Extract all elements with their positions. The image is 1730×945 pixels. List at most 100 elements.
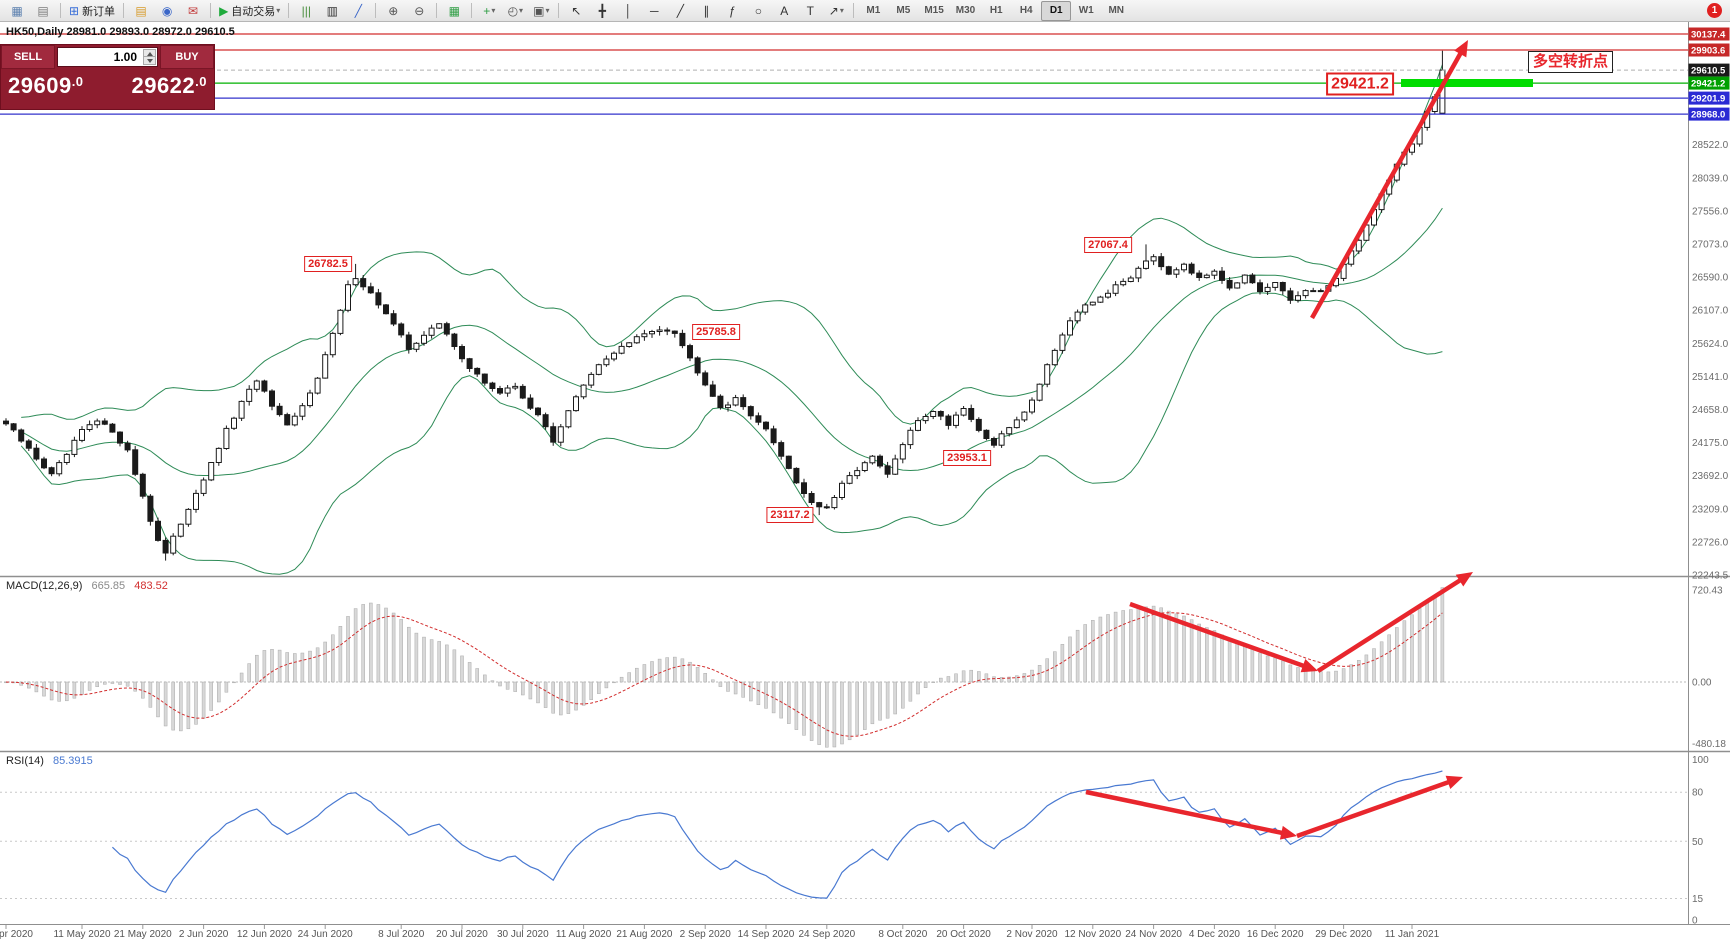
timeframe-h4-button[interactable]: H4 xyxy=(1019,5,1033,16)
autotrading-button[interactable]: ▶ 自动交易 ▾ xyxy=(215,1,284,21)
chart-profiles-icon[interactable]: ▤ xyxy=(30,1,56,21)
toolbar: ▦ ▤ ⊞ 新订单 ▤ ◉ ✉ ▶ 自动交易 ▾ ||| ▥ ╱ ⊕ ⊖ ▦ + ▾ ◴ ▾ ▣ ▾ ↖ ╋ │ ─ ╱ ∥ ƒ ○ A T ↗… xyxy=(0,0,1730,22)
arrows-tool-icon[interactable]: ↗ ▾ xyxy=(823,1,849,21)
price-annotation[interactable]: 27067.4 xyxy=(1084,237,1132,253)
timeframe-h1-button[interactable]: H1 xyxy=(989,5,1003,16)
price-tick-label: 24175.0 xyxy=(1692,438,1729,449)
global-news-icon[interactable]: ◉ xyxy=(154,1,180,21)
price-annotation[interactable]: 23953.1 xyxy=(943,450,991,466)
price-annotation[interactable]: 23117.2 xyxy=(766,507,814,523)
cursor-tool-icon[interactable]: ↖ xyxy=(563,1,589,21)
period-icon[interactable]: ◴ ▾ xyxy=(502,1,528,21)
timeframe-w1-button[interactable]: W1 xyxy=(1078,5,1094,16)
price-tag-box xyxy=(1688,27,1730,41)
history-center-icon[interactable]: ▤ xyxy=(128,1,154,21)
date-label: 11 Aug 2020 xyxy=(556,929,612,940)
price-axis[interactable]: 28522.0 28039.0 27556.0 27073.0 26590.0 26107… xyxy=(1688,27,1730,927)
rsi-axis-label: 50 xyxy=(1692,837,1704,848)
horizontal-lines[interactable] xyxy=(0,33,1688,115)
macd-label: MACD(12,26,9) 665.85 483.52 xyxy=(6,580,168,592)
caret-down-icon: ▾ xyxy=(276,6,281,15)
candlestick-chart-icon[interactable]: ▥ xyxy=(319,1,345,21)
horizontal-line-tool-icon[interactable]: ─ xyxy=(641,1,667,21)
timeframe-m1-button[interactable]: M1 xyxy=(866,5,881,16)
macd-value-main: 665.85 xyxy=(91,580,126,592)
fibonacci-tool-icon[interactable]: ƒ xyxy=(719,1,745,21)
trendline-tool-icon[interactable]: ╱ xyxy=(667,1,693,21)
price-tick-label: 26107.0 xyxy=(1692,306,1729,317)
price-tag-box xyxy=(1688,63,1730,77)
price-tick-label: 25141.0 xyxy=(1692,372,1729,383)
rsi-axis-label: 15 xyxy=(1692,894,1704,905)
timeframe-mn-button[interactable]: MN xyxy=(1108,5,1124,16)
channel-tool-icon[interactable]: ∥ xyxy=(693,1,719,21)
price-tag: 28968.0 xyxy=(1691,110,1725,121)
sell-price-frac: .0 xyxy=(71,74,84,89)
zoom-out-icon[interactable]: ⊖ xyxy=(406,1,432,21)
price-tag-box xyxy=(1688,76,1730,90)
notification-badge[interactable]: 1 xyxy=(1707,3,1722,18)
trend-arrows[interactable] xyxy=(1085,40,1473,840)
new-chart-icon-glyph: ▦ xyxy=(11,3,23,18)
sell-price[interactable]: 29609.0 xyxy=(8,73,84,99)
one-click-trading-panel: SELL BUY 29609.0 29622.0 xyxy=(0,44,215,110)
date-label: 2 Nov 2020 xyxy=(1006,929,1058,940)
zoom-in-icon-glyph: ⊕ xyxy=(388,3,399,18)
macd-value-signal: 483.52 xyxy=(134,580,168,592)
timeframe-d1-button[interactable]: D1 xyxy=(1041,0,1072,21)
tile-windows-icon[interactable]: ▦ xyxy=(441,1,467,21)
indicators-icon[interactable]: + ▾ xyxy=(476,1,502,21)
templates-icon[interactable]: ▣ ▾ xyxy=(528,1,554,21)
price-tag: 29903.6 xyxy=(1691,46,1725,57)
price-tick-label: 23692.0 xyxy=(1692,471,1729,482)
date-label: 21 May 2020 xyxy=(114,929,172,940)
mailbox-icon[interactable]: ✉ xyxy=(180,1,206,21)
sell-button[interactable]: SELL xyxy=(1,45,55,69)
new-chart-icon[interactable]: ▦ xyxy=(4,1,30,21)
price-tick-label: 28522.0 xyxy=(1692,140,1729,151)
new-order-button[interactable]: ⊞ 新订单 xyxy=(65,1,119,21)
timeframe-m5-button[interactable]: M5 xyxy=(896,5,911,16)
price-tick-label: 25624.0 xyxy=(1692,339,1729,350)
rsi-axis-label: 0 xyxy=(1692,916,1698,927)
timeframe-m30-button[interactable]: M30 xyxy=(955,5,976,16)
rsi-panel-content xyxy=(0,770,1688,899)
crosshair-tool-icon[interactable]: ╋ xyxy=(589,1,615,21)
toolbar-separator xyxy=(210,3,212,18)
buy-button[interactable]: BUY xyxy=(160,45,214,69)
rsi-label-text: RSI(14) xyxy=(6,755,44,767)
turning-point-label[interactable]: 多空转折点 xyxy=(1528,51,1614,73)
label-tool-icon[interactable]: T xyxy=(797,1,823,21)
shapes-tool-icon[interactable]: ○ xyxy=(745,1,771,21)
volume-input[interactable] xyxy=(58,48,157,66)
toolbar-separator xyxy=(60,3,61,18)
rs-label: RSI(14) 85.3915 xyxy=(6,755,93,767)
vertical-line-tool-icon-glyph: │ xyxy=(624,3,633,18)
price-tag: 29610.5 xyxy=(1691,66,1726,77)
text-tool-icon[interactable]: A xyxy=(771,1,797,21)
channel-tool-icon-glyph: ∥ xyxy=(703,3,710,18)
new-order-button-label: 新订单 xyxy=(82,5,116,18)
zoom-in-icon[interactable]: ⊕ xyxy=(380,1,406,21)
volume-decrease-button[interactable] xyxy=(143,56,156,65)
vertical-line-tool-icon[interactable]: │ xyxy=(615,1,641,21)
price-annotation[interactable]: 26782.5 xyxy=(304,256,352,272)
timeframe-m15-button[interactable]: M15 xyxy=(924,5,944,16)
price-tag-box xyxy=(1688,91,1730,105)
green-highlight-bar[interactable] xyxy=(1401,79,1533,87)
bar-chart-icon[interactable]: ||| xyxy=(293,1,319,21)
buy-price[interactable]: 29622.0 xyxy=(131,73,207,99)
price-tag: 29421.2 xyxy=(1691,79,1725,90)
triangle-up-icon xyxy=(146,51,153,56)
arrows-tool-icon-glyph: ↗ xyxy=(828,3,839,18)
price-annotation[interactable]: 29421.2 xyxy=(1326,72,1394,96)
price-annotation[interactable]: 25785.8 xyxy=(692,324,740,340)
rsi-value: 85.3915 xyxy=(52,755,93,767)
fibonacci-tool-icon-glyph: ƒ xyxy=(728,3,736,18)
toolbar-separator xyxy=(436,3,438,18)
date-label: 14 Sep 2020 xyxy=(738,929,795,940)
line-chart-icon[interactable]: ╱ xyxy=(345,1,371,21)
toolbar-separator xyxy=(123,3,125,18)
